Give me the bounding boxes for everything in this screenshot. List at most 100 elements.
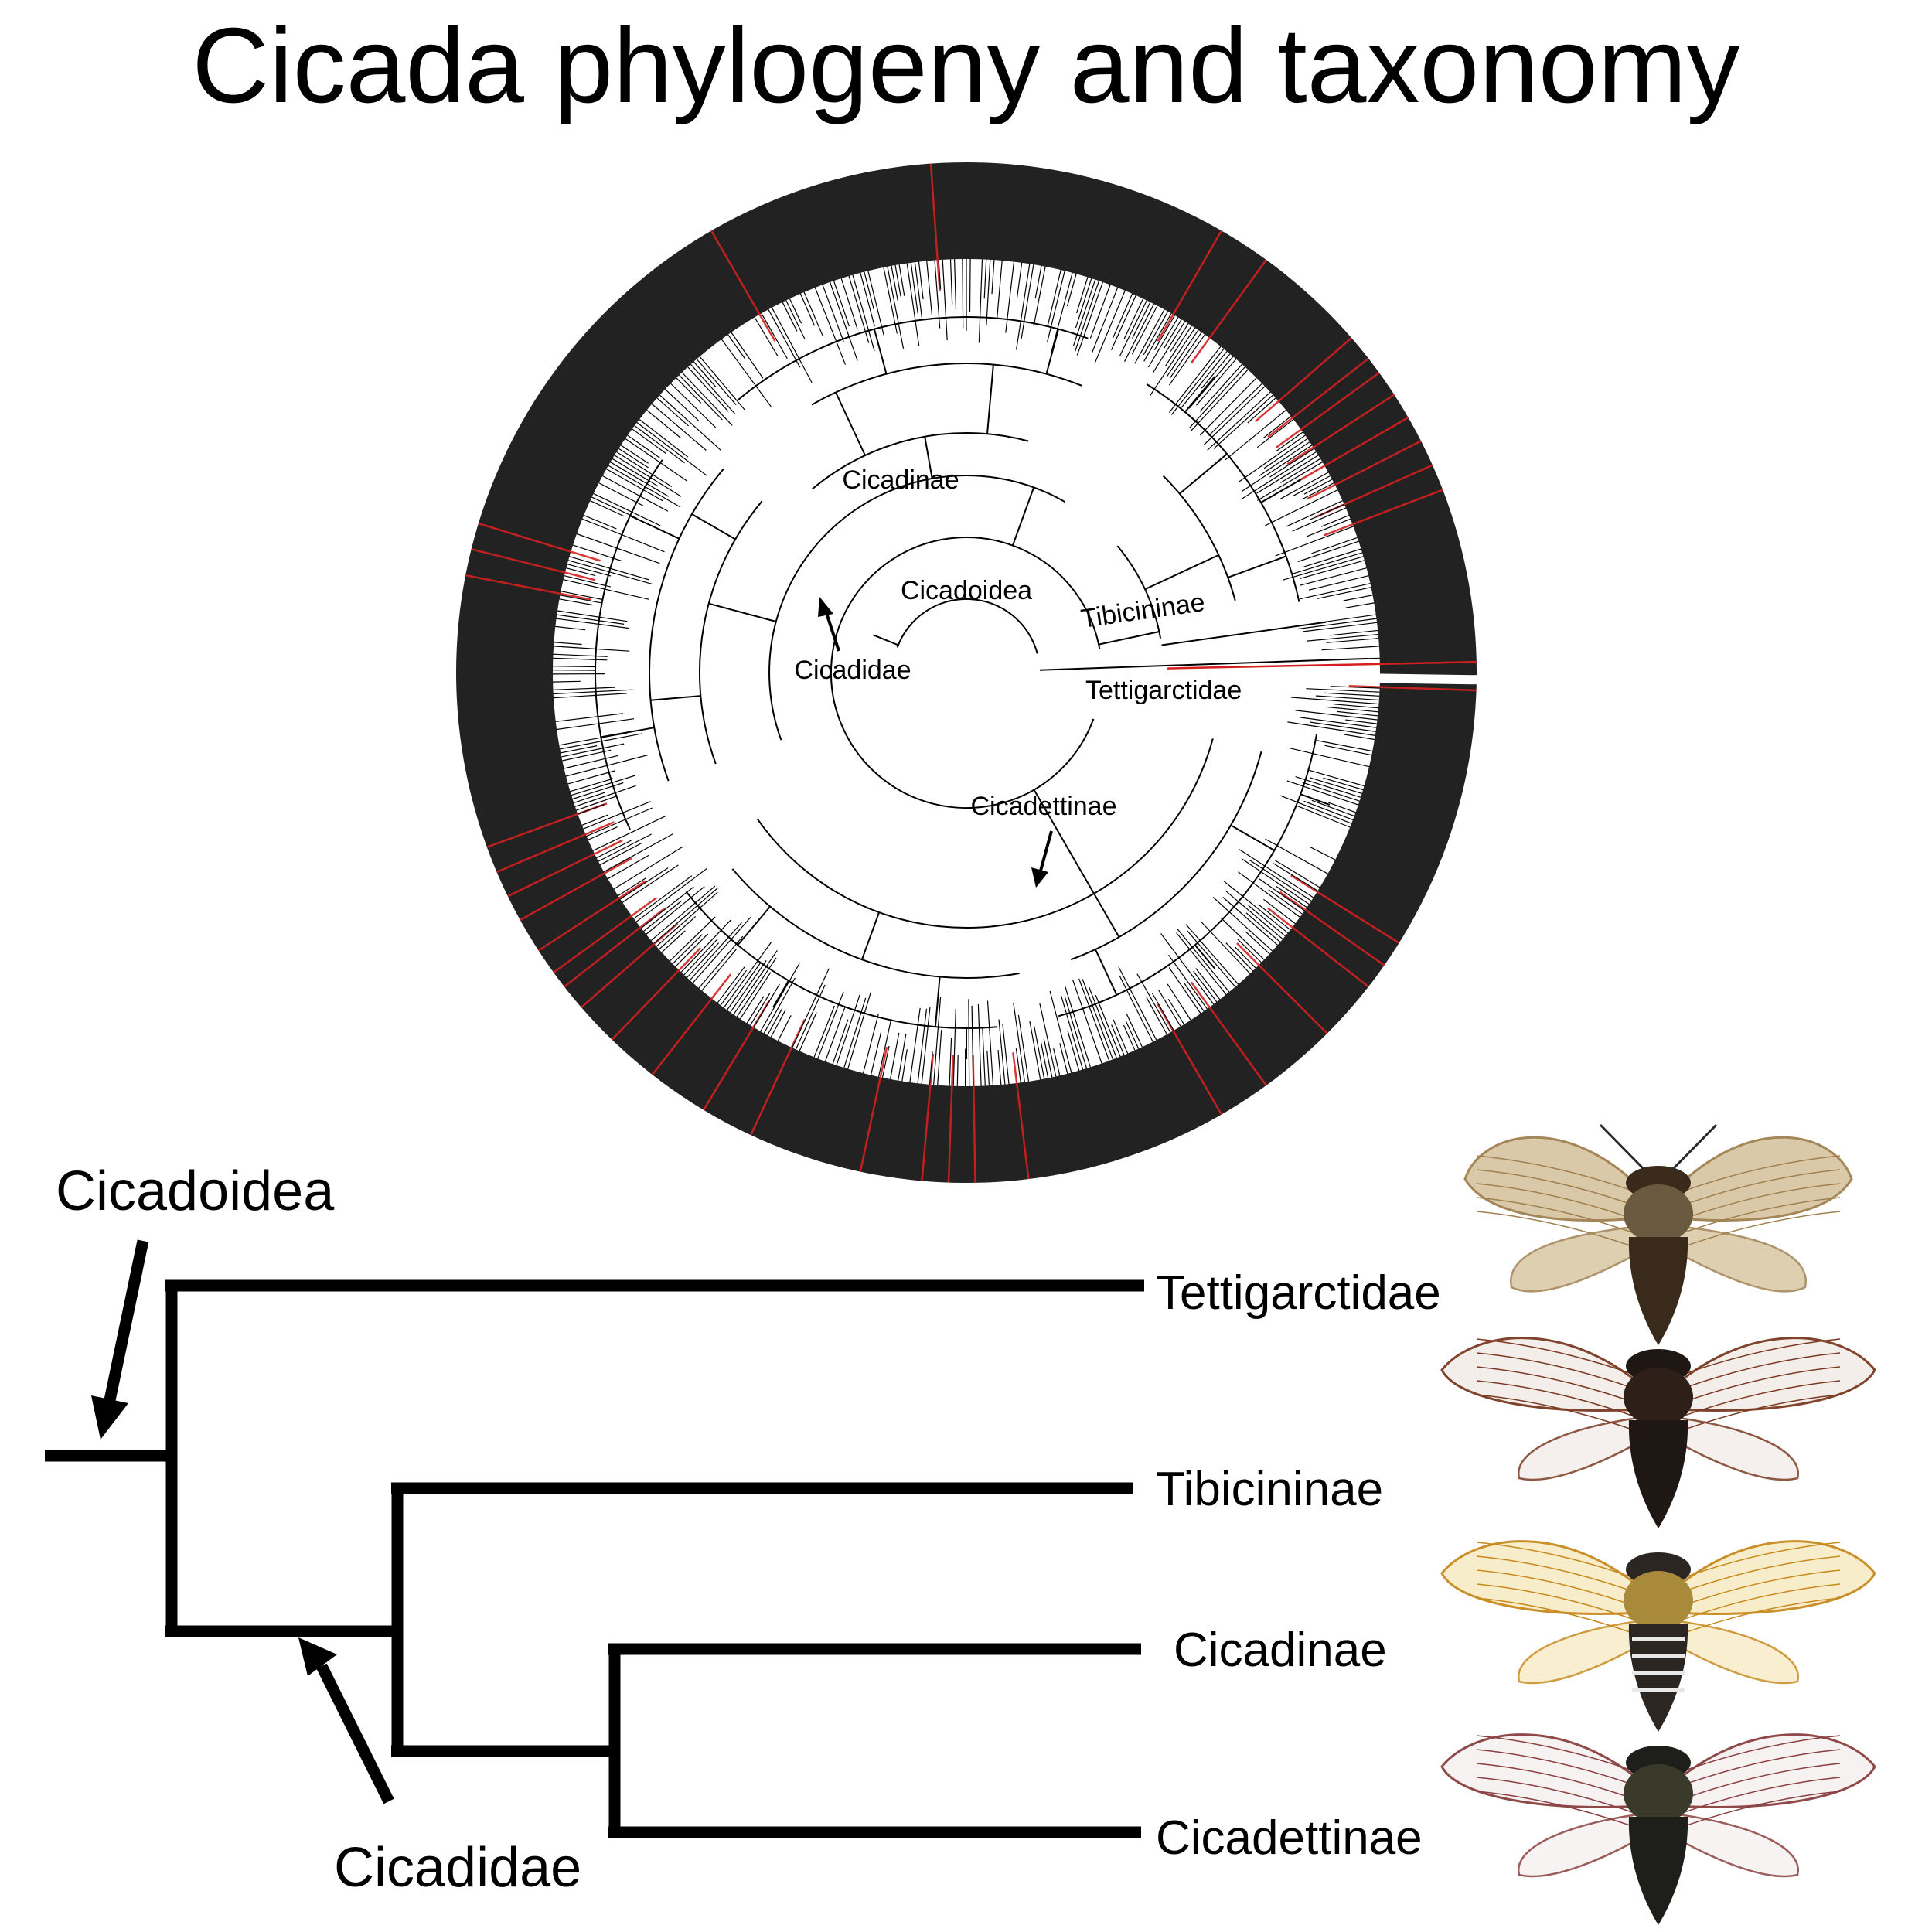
tip-branch-360 — [1223, 881, 1289, 934]
tip-branch-219 — [578, 803, 605, 815]
red-line-21 — [553, 896, 658, 973]
red-line-30 — [947, 1055, 954, 1183]
tip-branch-331 — [1119, 976, 1153, 1042]
tip-branch-382 — [1310, 777, 1362, 794]
tip-branch-75 — [1119, 300, 1147, 356]
tip-branch-395 — [1327, 707, 1378, 713]
tree-radial-22 — [691, 513, 736, 540]
tree-radial-10 — [1227, 555, 1286, 578]
tip-branch-253 — [701, 949, 737, 991]
tip-branch-277 — [836, 994, 860, 1066]
tip-branch-145 — [690, 363, 736, 414]
right-vein-2 — [1673, 1366, 1841, 1406]
tip-branch-380 — [1302, 782, 1360, 802]
tip-branch-208 — [561, 743, 625, 758]
tip-branch-339 — [1168, 967, 1201, 1014]
tip-branch-263 — [749, 992, 771, 1026]
tip-branch-217 — [574, 785, 636, 807]
tip-branch-17 — [1303, 548, 1361, 567]
tip-branch-306 — [1015, 1048, 1021, 1083]
red-line-15 — [465, 574, 591, 601]
tip-branch-5 — [1303, 622, 1378, 632]
tip-branch-262 — [746, 996, 765, 1024]
tip-branch-311 — [1040, 1042, 1049, 1078]
tip-branch-151 — [664, 388, 700, 421]
tip-branch-61 — [1166, 329, 1199, 377]
tip-branch-137 — [761, 313, 788, 359]
red-line-24 — [611, 947, 701, 1041]
tip-branch-132 — [789, 298, 802, 324]
tip-branch-65 — [1152, 321, 1186, 373]
right-vein-0 — [1673, 1735, 1841, 1775]
tip-branch-325 — [1095, 994, 1121, 1057]
tip-branch-86 — [1076, 277, 1089, 314]
tree-arc-36 — [1070, 751, 1262, 961]
red-line-22 — [564, 907, 666, 988]
tip-branch-305 — [1002, 1024, 1010, 1085]
tip-branch-114 — [906, 263, 920, 346]
tip-branch-317 — [1067, 1031, 1080, 1071]
tip-branch-350 — [1225, 942, 1254, 972]
tip-branch-302 — [986, 1000, 994, 1085]
tip-branch-299 — [977, 1003, 982, 1086]
tip-branch-105 — [954, 259, 957, 310]
tip-branch-32 — [1280, 458, 1321, 483]
tip-branch-254 — [717, 966, 745, 1003]
tip-branch-356 — [1222, 897, 1278, 946]
right-hindwing — [1665, 1618, 1799, 1685]
tip-branch-367 — [1242, 858, 1310, 905]
tip-branch-150 — [670, 383, 717, 428]
red-line-6 — [1275, 372, 1380, 449]
tip-branch-142 — [699, 356, 745, 411]
tip-branch-281 — [870, 1031, 882, 1075]
tip-branch-246 — [675, 933, 709, 967]
right-vein-1 — [1673, 1749, 1841, 1789]
tip-branch-7 — [1317, 614, 1376, 624]
tip-branch-88 — [1050, 272, 1073, 354]
cicadidae-arrowhead — [298, 1637, 337, 1676]
tip-branch-58 — [1168, 346, 1222, 413]
tip-branch-59 — [1168, 334, 1205, 386]
tip-branch-314 — [1053, 1048, 1061, 1076]
tree-radial-33 — [860, 911, 881, 960]
tip-branch-288 — [917, 1008, 928, 1084]
right-vein-4 — [1673, 1211, 1841, 1251]
tip-branch-147 — [681, 372, 733, 426]
tip-branch-176 — [582, 518, 665, 553]
tip-branch-111 — [918, 261, 924, 300]
tip-branch-365 — [1259, 878, 1305, 911]
tip-branch-379 — [1286, 780, 1359, 806]
left-forewing — [1463, 1136, 1648, 1222]
tip-branch-166 — [612, 458, 659, 487]
tip-branch-204 — [557, 718, 635, 731]
tip-branch-152 — [659, 394, 721, 451]
right-forewing — [1665, 1733, 1876, 1809]
tip-branch-175 — [583, 515, 617, 530]
tip-branch-203 — [555, 713, 623, 722]
tip-branch-192 — [554, 642, 582, 646]
tip-branch-354 — [1245, 931, 1270, 955]
right-hindwing — [1665, 1811, 1799, 1878]
tip-branch-276 — [832, 1019, 849, 1065]
tip-branch-189 — [557, 614, 625, 625]
tree-arc-21 — [698, 500, 763, 765]
tree-radial-47 — [1039, 657, 1368, 671]
tree-arc-32 — [756, 738, 1214, 929]
circ-label-cicadinae: Cicadinae — [842, 465, 959, 495]
red-line-4 — [1297, 416, 1409, 482]
tip-branch-293 — [949, 1038, 952, 1086]
clad-label-cicadettinae: Cicadettinae — [1156, 1811, 1423, 1865]
tip-branch-234 — [633, 875, 693, 919]
tip-branch-73 — [1123, 303, 1155, 362]
tip-branch-81 — [1089, 285, 1111, 339]
tip-branch-6 — [1297, 618, 1377, 630]
red-line-25 — [651, 973, 732, 1075]
tip-branch-374 — [1297, 806, 1351, 828]
red-line-18 — [507, 839, 623, 898]
tip-branch-397 — [1291, 697, 1379, 705]
tip-branch-401 — [1330, 686, 1380, 689]
tip-branch-68 — [1153, 315, 1176, 351]
tip-branch-36 — [1242, 445, 1313, 492]
tip-branch-72 — [1131, 305, 1158, 355]
tip-branch-31 — [1256, 462, 1323, 501]
